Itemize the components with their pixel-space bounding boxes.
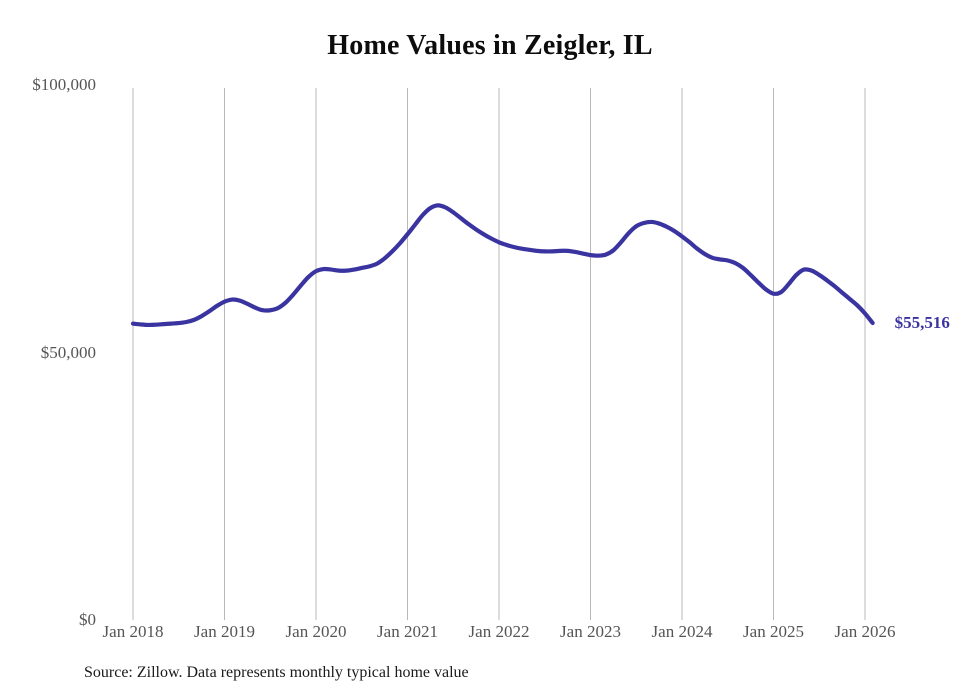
x-tick-label: Jan 2021 [377, 622, 438, 641]
x-tick-label: Jan 2019 [194, 622, 255, 641]
source-note: Source: Zillow. Data represents monthly … [84, 664, 469, 681]
y-tick-label: $50,000 [40, 342, 96, 362]
y-tick-label: $0 [79, 610, 96, 629]
x-tick-label: Jan 2025 [743, 622, 804, 641]
end-value-annotation: $55,516 [894, 312, 950, 332]
x-tick-label: Jan 2020 [285, 622, 347, 641]
x-tick-label: Jan 2018 [102, 622, 164, 641]
page-title: Home Values in Zeigler, IL [327, 30, 653, 61]
y-tick-label: $100,000 [32, 75, 96, 94]
gridline-group [132, 88, 866, 620]
x-tick-label: Jan 2026 [834, 622, 896, 641]
x-tick-label: Jan 2023 [560, 622, 621, 641]
home-value-line [130, 203, 875, 328]
data-line-group [130, 203, 875, 328]
x-tick-label: Jan 2024 [651, 622, 713, 641]
x-tick-label: Jan 2022 [468, 622, 530, 641]
